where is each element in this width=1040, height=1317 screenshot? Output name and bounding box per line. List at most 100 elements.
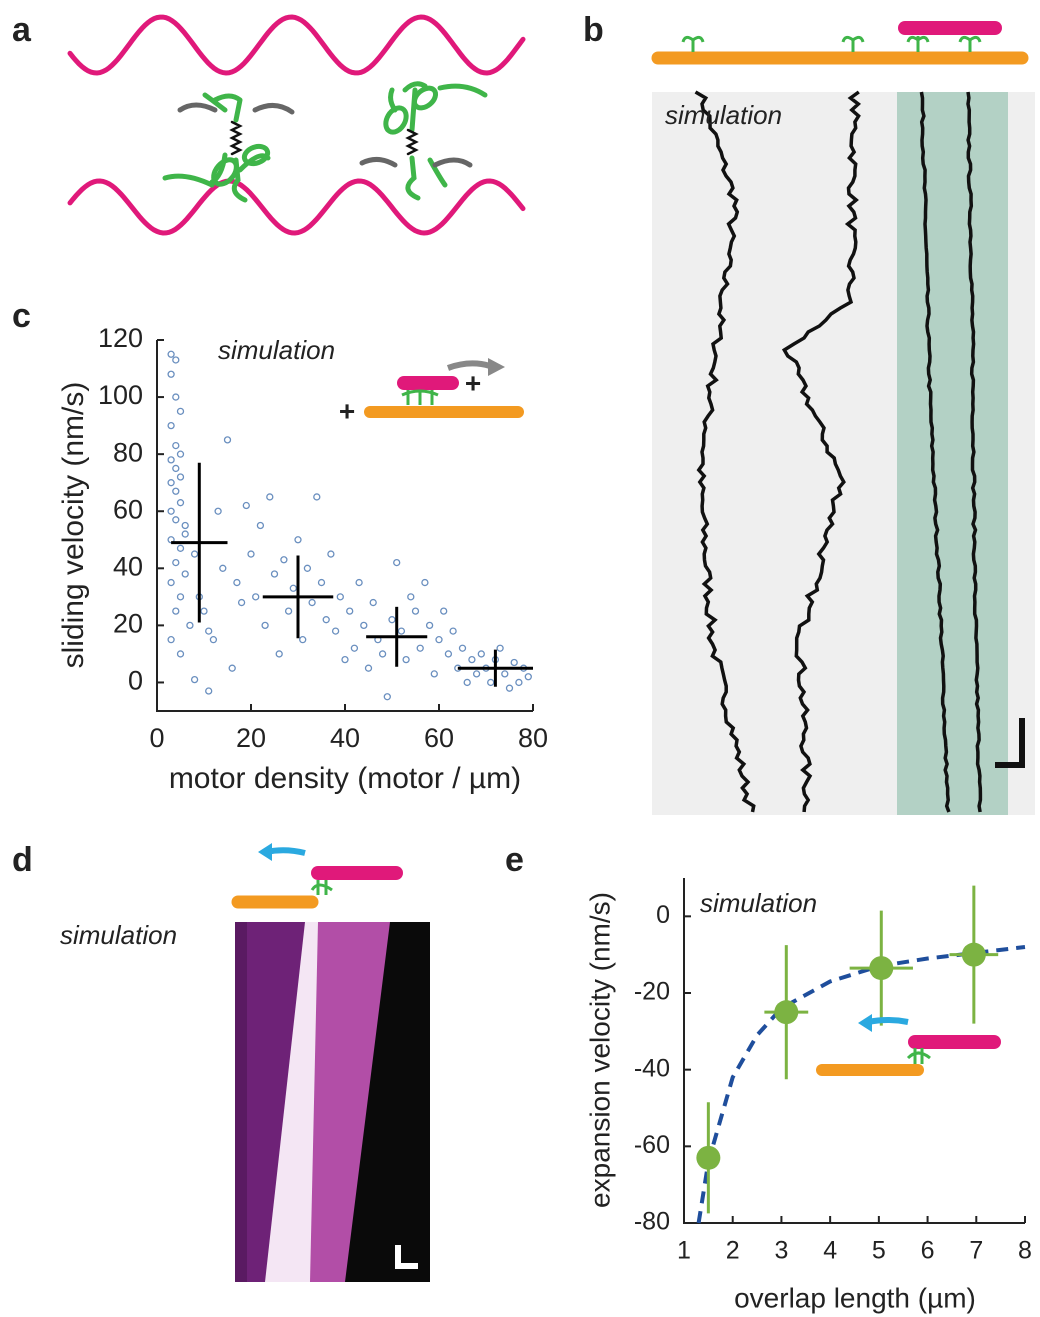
- point: [299, 636, 307, 644]
- point: [364, 664, 373, 672]
- point: [407, 593, 415, 601]
- chart: 0 20 40 60 80 0 20 40 60 80 100 120 motor density (m…: [12, 297, 548, 795]
- point: [346, 607, 354, 615]
- point: [181, 570, 189, 578]
- point: [172, 516, 180, 524]
- point: [961, 942, 986, 967]
- trace: [919, 91, 951, 813]
- point: [219, 564, 227, 572]
- point: [487, 678, 495, 687]
- y-tick-label: 0: [656, 901, 670, 929]
- point: [270, 570, 279, 578]
- overlap-region: [897, 92, 1008, 815]
- filament-diagram: [231, 843, 403, 909]
- point: [313, 493, 321, 501]
- x-tick-label: 80: [518, 723, 548, 753]
- point: [176, 473, 185, 481]
- point: [458, 644, 467, 652]
- point: [510, 658, 518, 667]
- point: [172, 487, 180, 495]
- point: [284, 607, 293, 615]
- point: [388, 616, 396, 624]
- y-tick-label: -20: [634, 978, 670, 1006]
- point: [172, 558, 180, 567]
- fit-line: [696, 945, 1026, 1224]
- y-tick-label: 100: [98, 380, 143, 410]
- point: [402, 655, 410, 664]
- point: [425, 621, 434, 630]
- annotation: simulation: [218, 335, 335, 365]
- motor-diagram: [67, 14, 526, 236]
- point: [397, 627, 406, 635]
- point: [181, 530, 189, 538]
- panel-label: e: [505, 841, 524, 879]
- point: [223, 436, 232, 444]
- point: [350, 644, 359, 652]
- point: [294, 536, 302, 544]
- point: [176, 407, 185, 415]
- point: [449, 627, 457, 635]
- point: [205, 627, 213, 635]
- y-axis-label: expansion velocity (nm/s): [584, 892, 615, 1208]
- point: [186, 621, 194, 630]
- point: [172, 441, 180, 450]
- point: [501, 670, 509, 678]
- x-tick-label: 2: [726, 1237, 740, 1265]
- panel-label: c: [12, 297, 31, 335]
- panel-label: d: [12, 841, 33, 879]
- point: [167, 421, 175, 430]
- inset-label: +: [339, 395, 355, 426]
- point: [190, 550, 199, 558]
- point: [176, 650, 185, 658]
- point: [360, 621, 368, 630]
- point: [200, 607, 208, 615]
- y-tick-label: 0: [128, 666, 143, 696]
- point: [303, 564, 312, 572]
- y-tick-label: -60: [634, 1131, 670, 1159]
- point: [266, 493, 274, 501]
- y-tick-label: -80: [634, 1208, 670, 1236]
- point: [275, 650, 283, 658]
- point: [228, 664, 236, 672]
- x-tick-label: 8: [1018, 1237, 1032, 1265]
- point: [444, 650, 453, 658]
- trace: [694, 90, 756, 813]
- point: [167, 456, 175, 464]
- point: [167, 636, 175, 644]
- point: [237, 598, 246, 607]
- point: [869, 956, 894, 981]
- point: [247, 550, 255, 558]
- trace: [966, 91, 983, 813]
- y-axis-label: sliding velocity (nm/s): [57, 382, 90, 669]
- point: [172, 607, 180, 615]
- point: [214, 507, 222, 515]
- x-tick-label: 4: [823, 1237, 837, 1265]
- point: [430, 670, 438, 678]
- point: [261, 621, 269, 630]
- point: [322, 616, 330, 624]
- point: [172, 393, 180, 401]
- y-tick-label: 120: [98, 323, 143, 353]
- point: [167, 507, 175, 515]
- point: [477, 650, 485, 658]
- point: [468, 655, 476, 664]
- x-axis-label: motor density (motor / µm): [169, 762, 521, 795]
- point: [696, 1145, 721, 1170]
- kymograph-image: [235, 922, 430, 1282]
- point: [176, 499, 185, 507]
- scale-bar: [995, 718, 1025, 768]
- point: [176, 544, 185, 552]
- point: [378, 650, 387, 658]
- point: [355, 578, 363, 587]
- point: [176, 450, 185, 458]
- panel-label: a: [12, 11, 32, 49]
- point: [435, 636, 443, 644]
- annotation: simulation: [60, 920, 177, 950]
- inset-label: +: [465, 367, 481, 398]
- x-tick-label: 5: [872, 1237, 886, 1265]
- point: [440, 607, 448, 615]
- point: [774, 1000, 799, 1025]
- point: [463, 678, 471, 687]
